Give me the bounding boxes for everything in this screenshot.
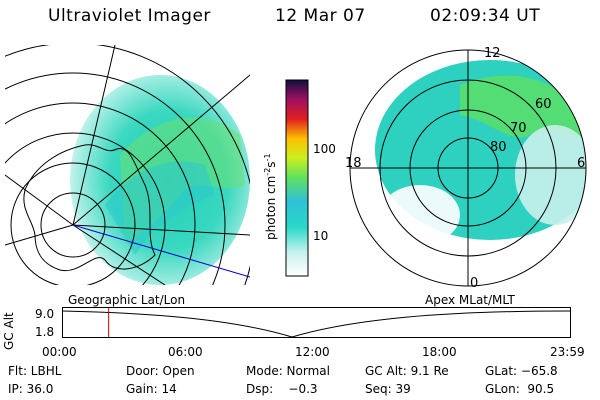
observation-time: 02:09:34 UT — [430, 6, 541, 26]
info-door: Door: Open — [126, 364, 195, 378]
longitude-lines — [5, 45, 250, 285]
apex-label: Apex MLat/MLT — [425, 293, 515, 307]
timeline-ymax: 9.0 — [35, 307, 55, 321]
colorbar-tick-10: 10 — [313, 229, 329, 243]
polar-map — [349, 49, 587, 287]
lat-label-60: 60 — [535, 97, 552, 112]
colorbar-title: photon cm-2s-1 — [263, 153, 278, 240]
observation-date: 12 Mar 07 — [275, 6, 366, 26]
lat-label-80: 80 — [490, 140, 507, 155]
terminator-line — [72, 224, 250, 278]
timeline-ymin: 1.8 — [35, 325, 55, 339]
info-mode: Mode: Normal — [246, 364, 330, 378]
colorbar-gradient — [285, 79, 309, 277]
timeline-tick-0000: 00:00 — [42, 345, 77, 359]
polar-grid — [349, 49, 587, 287]
info-glon: GLon: 90.5 — [485, 382, 555, 396]
geographic-label: Geographic Lat/Lon — [68, 293, 186, 307]
continent-outline — [23, 144, 156, 272]
colorbar — [285, 79, 309, 277]
timeline-tick-1200: 12:00 — [295, 345, 330, 359]
instrument-title: Ultraviolet Imager — [48, 6, 211, 26]
polar-aurora-faint — [515, 125, 586, 225]
polar-no-emission — [380, 185, 460, 245]
mlt-label-18: 18 — [345, 156, 362, 171]
timeline-tick-0600: 06:00 — [168, 345, 203, 359]
info-filter: Flt: LBHL — [8, 364, 62, 378]
mlt-label-6: 6 — [577, 156, 586, 171]
info-dsp: Dsp: −0.3 — [246, 382, 318, 396]
geographic-map — [5, 45, 250, 285]
info-gc-alt: GC Alt: 9.1 Re — [365, 364, 449, 378]
timeline-ylabel: GC Alt — [2, 312, 16, 350]
timeline-tick-1800: 18:00 — [422, 345, 457, 359]
info-ip: IP: 36.0 — [8, 382, 54, 396]
aurora-mid-band — [105, 161, 215, 255]
altitude-timeline — [62, 307, 571, 338]
info-glat: GLat: −65.8 — [485, 364, 558, 378]
colorbar-tick-100: 100 — [313, 142, 336, 156]
info-seq: Seq: 39 — [365, 382, 411, 396]
latitude-circles — [5, 45, 250, 285]
altitude-curve — [62, 310, 571, 338]
lat-label-70: 70 — [510, 121, 527, 136]
mlt-label-12: 12 — [484, 46, 501, 61]
info-gain: Gain: 14 — [126, 382, 177, 396]
timeline-tick-2359: 23:59 — [550, 345, 585, 359]
mlt-label-0: 0 — [470, 276, 479, 291]
